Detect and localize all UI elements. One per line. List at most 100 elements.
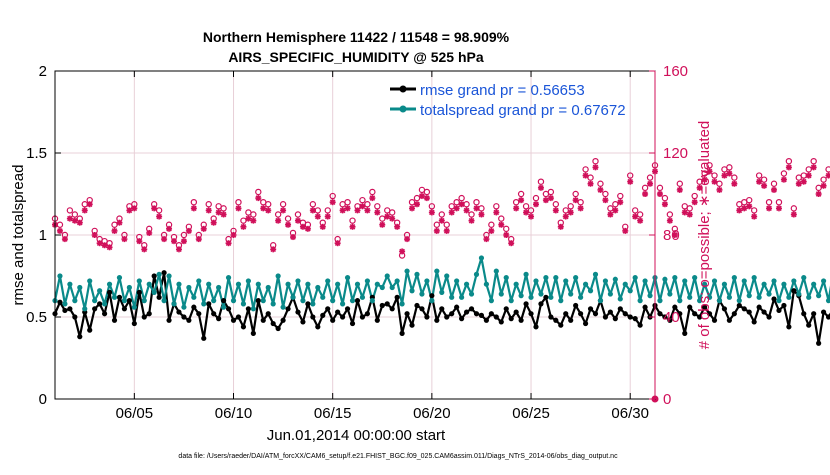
obs-evaluated-point: [418, 193, 425, 200]
obs-possible-point: [369, 188, 376, 196]
obs-evaluated-stroke: [676, 187, 683, 193]
obs-possible-point: [235, 198, 242, 206]
obs-evaluated-stroke: [399, 248, 405, 255]
obs-evaluated-stroke: [458, 201, 465, 208]
obs-possible-point: [532, 194, 540, 202]
obs-evaluated-stroke: [746, 203, 753, 210]
obs-possible-point: [627, 172, 634, 179]
obs-evaluated-stroke: [176, 246, 182, 253]
obs-evaluated-stroke: [800, 178, 807, 185]
obs-evaluated-point: [126, 207, 133, 214]
obs-evaluated-stroke: [414, 201, 420, 208]
obs-possible-point: [205, 201, 212, 208]
totalspread-point: [677, 298, 683, 304]
rmse-point: [340, 314, 346, 320]
y-right-tick-label: 80: [663, 227, 680, 244]
obs-evaluated-stroke: [791, 211, 797, 218]
obs-evaluated-point: [701, 176, 708, 183]
totalspread-point: [508, 298, 514, 304]
obs-possible-point: [552, 201, 560, 208]
obs-evaluated-stroke: [111, 228, 118, 234]
obs-evaluated-stroke: [210, 219, 217, 226]
obs-evaluated-point: [706, 168, 713, 175]
obs-evaluated-point: [121, 236, 128, 243]
obs-evaluated-stroke: [151, 205, 157, 212]
obs-evaluated-point: [632, 213, 639, 220]
obs-evaluated-point: [151, 205, 158, 212]
obs-evaluated-stroke: [473, 205, 480, 212]
totalspread-point: [240, 301, 247, 307]
rmse-point: [801, 311, 807, 317]
obs-evaluated-point: [810, 164, 817, 171]
rmse-point: [736, 302, 742, 309]
totalspread-point: [741, 278, 747, 284]
obs-possible-point: [220, 205, 227, 212]
obs-evaluated-point: [805, 172, 812, 179]
obs-evaluated-point: [161, 236, 168, 243]
totalspread-point: [459, 294, 465, 300]
series-markers: [51, 157, 830, 403]
totalspread-point: [220, 304, 227, 310]
obs-possible-point: [537, 178, 545, 185]
obs-evaluated-point: [180, 238, 187, 245]
obs-possible-point: [478, 205, 485, 212]
obs-possible-point: [597, 180, 604, 187]
rmse-point: [156, 294, 162, 300]
obs-possible-point: [770, 180, 778, 187]
obs-possible-point: [324, 207, 331, 214]
obs-evaluated-stroke: [434, 228, 440, 234]
rmse-point: [726, 317, 732, 323]
obs-evaluated-stroke: [508, 240, 515, 247]
obs-possible-point: [463, 201, 470, 208]
rmse-point: [578, 311, 584, 317]
obs-possible-point: [641, 184, 649, 192]
rmse-point: [563, 311, 569, 317]
obs-evaluated-stroke: [81, 207, 88, 214]
rmse-point: [607, 309, 613, 315]
obs-evaluated-point: [681, 209, 688, 216]
totalspread-point: [439, 289, 445, 295]
obs-possible-point: [314, 207, 322, 214]
obs-evaluated-point: [691, 199, 698, 206]
obs-evaluated-stroke: [771, 187, 777, 193]
obs-evaluated-point: [91, 232, 98, 238]
totalspread-point: [697, 298, 703, 304]
totalspread-point: [781, 281, 787, 287]
totalspread-point: [692, 275, 698, 281]
rmse-point: [682, 330, 688, 336]
rmse-point: [275, 325, 281, 332]
obs-evaluated-point: [761, 182, 768, 189]
obs-evaluated-stroke: [369, 195, 376, 201]
obs-evaluated-point: [111, 227, 118, 234]
obs-possible-point: [636, 211, 644, 218]
obs-evaluated-stroke: [419, 193, 425, 199]
legend: rmse grand pr = 0.56653 totalspread gran…: [390, 82, 626, 119]
totalspread-point: [57, 273, 63, 279]
obs-evaluated-point: [790, 211, 797, 218]
obs-evaluated-stroke: [657, 191, 663, 197]
obs-evaluated-stroke: [562, 213, 569, 220]
obs-possible-point: [473, 198, 480, 206]
rmse-point: [320, 312, 326, 318]
totalspread-point: [245, 278, 251, 284]
obs-evaluated-stroke: [662, 201, 668, 208]
obs-evaluated-stroke: [260, 205, 267, 212]
totalspread-point: [225, 275, 232, 281]
totalspread-point: [706, 294, 713, 300]
rmse-point: [478, 312, 485, 318]
obs-evaluated-stroke: [270, 246, 276, 253]
obs-evaluated-point: [552, 207, 559, 214]
y-left-tick-label: 0.5: [26, 309, 47, 326]
totalspread-point: [637, 298, 643, 304]
obs-evaluated-point: [225, 240, 232, 247]
obs-evaluated-stroke: [191, 205, 197, 212]
obs-possible-point: [279, 201, 287, 208]
totalspread-point: [647, 293, 653, 299]
rmse-point: [721, 306, 728, 312]
rmse-point: [325, 306, 331, 312]
obs-evaluated-stroke: [572, 197, 579, 203]
axis-ticks: 06/05 06/10 06/15 06/20 06/25 06/30 0 0.5 1 1.5 2 0…: [26, 63, 688, 422]
obs-evaluated-point: [493, 209, 500, 216]
totalspread-point: [766, 291, 772, 297]
totalspread-point: [543, 275, 549, 281]
